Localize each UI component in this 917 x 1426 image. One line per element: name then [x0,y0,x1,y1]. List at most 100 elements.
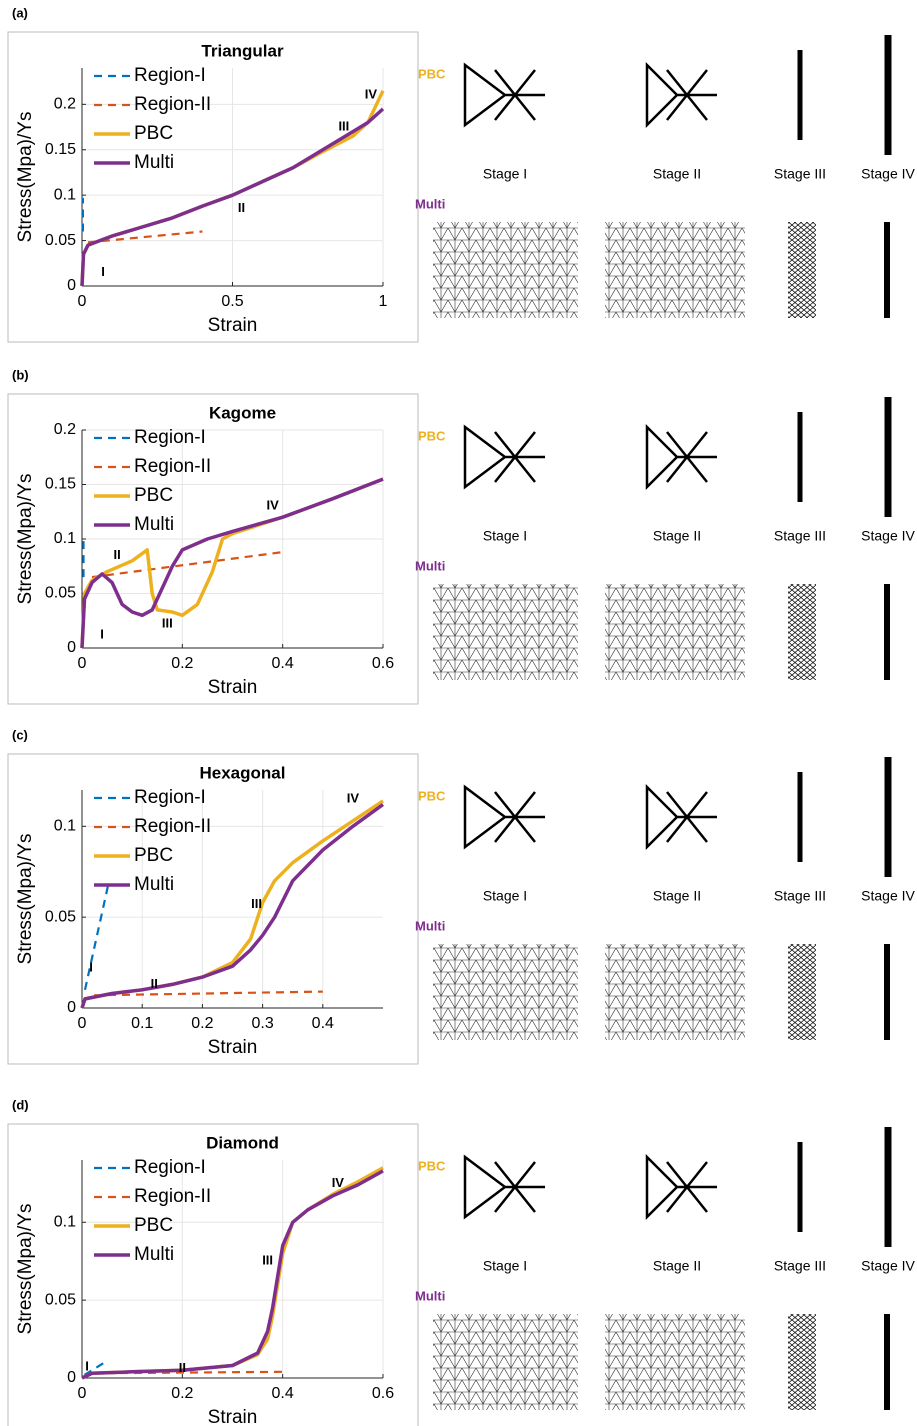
legend-label: Multi [134,1244,174,1265]
lattice [605,584,745,680]
y-tick-label: 0.2 [54,96,76,113]
y-tick-label: 0 [67,277,76,294]
stage-label: Stage I [483,1258,527,1274]
annotation: II [238,200,245,215]
row-label: PBC [418,66,446,81]
y-tick-label: 0 [67,999,76,1016]
lattice [788,944,816,1040]
figure: (a)00.050.10.150.200.51TriangularStrainS… [0,0,917,1426]
lattice [605,1314,745,1410]
y-axis-label: Stress(Mpa)/Ys [15,112,36,243]
panel-frame [8,394,418,704]
lattice [884,222,890,318]
stage-label: Stage II [653,888,701,904]
series-line [82,1168,383,1378]
annotation: IV [347,791,360,806]
lattice [433,944,578,1040]
page: {"chart_data": [ {"type": "line", "panel… [0,0,917,1426]
x-tick-label: 0.6 [372,1385,394,1402]
chart-title: Diamond [206,1133,279,1152]
lattice [884,1314,890,1410]
unit-cell [647,65,717,125]
series-line [82,479,383,648]
legend-label: Region-I [134,65,206,86]
lattice [433,1314,578,1410]
lattice [884,584,890,680]
y-tick-label: 0.15 [45,476,76,493]
chart-title: Kagome [209,403,276,422]
legend-label: Region-II [134,816,211,837]
lattice [788,222,816,318]
legend-label: Multi [134,152,174,173]
y-tick-label: 0.05 [45,232,76,249]
stage-label: Stage II [653,1258,701,1274]
x-axis-label: Strain [208,315,258,336]
panel-label: (d) [12,1097,29,1112]
legend-label: Region-I [134,427,206,448]
stage-label: Stage I [483,528,527,544]
stage-label: Stage IV [861,1258,915,1274]
x-tick-label: 0.5 [221,293,243,310]
x-axis-label: Strain [208,1407,258,1426]
y-tick-label: 0 [67,1369,76,1386]
row-label: Multi [415,1288,445,1303]
annotation: III [251,896,262,911]
legend-label: Region-I [134,787,206,808]
unit-cell [647,427,717,487]
annotation: IV [332,1175,345,1190]
y-axis-label: Stress(Mpa)/Ys [15,1204,36,1335]
x-tick-label: 0.1 [131,1015,153,1032]
annotation: IV [266,498,279,513]
x-tick-label: 0 [78,293,87,310]
stage-label: Stage II [653,166,701,182]
x-tick-label: 0.4 [312,1015,334,1032]
annotation: I [85,1359,89,1374]
panel-label: (b) [12,367,29,382]
x-tick-label: 0 [78,655,87,672]
series-line [82,805,383,1009]
stage-label: Stage IV [861,888,915,904]
legend-label: PBC [134,123,173,144]
y-tick-label: 0.1 [54,530,76,547]
chart-title: Hexagonal [200,763,286,782]
x-tick-label: 0.3 [251,1015,273,1032]
y-tick-label: 0.1 [54,186,76,203]
stage-label: Stage III [774,888,826,904]
stage-label: Stage IV [861,528,915,544]
x-tick-label: 0.2 [171,1385,193,1402]
y-tick-label: 0.15 [45,141,76,158]
stage-label: Stage III [774,528,826,544]
x-tick-label: 0 [78,1015,87,1032]
panel-label: (a) [12,5,28,20]
y-tick-label: 0.05 [45,585,76,602]
stage-label: Stage II [653,528,701,544]
legend-label: Region-II [134,1186,211,1207]
y-tick-label: 0.2 [54,421,76,438]
lattice [788,1314,816,1410]
unit-cell [465,65,545,125]
unit-cell [647,1157,717,1217]
legend-label: PBC [134,845,173,866]
legend-label: Multi [134,514,174,535]
panel-label: (c) [12,727,28,742]
annotation: III [162,615,173,630]
unit-cell [465,427,545,487]
stage-label: Stage III [774,1258,826,1274]
x-tick-label: 0.2 [171,655,193,672]
annotation: II [179,1360,186,1375]
annotation: II [151,976,158,991]
y-tick-label: 0.05 [45,908,76,925]
stage-label: Stage I [483,888,527,904]
y-tick-label: 0.1 [54,1214,76,1231]
row-label: Multi [415,918,445,933]
annotation: IV [365,87,378,102]
legend-label: PBC [134,1215,173,1236]
x-tick-label: 1 [379,293,388,310]
unit-cell [647,787,717,847]
x-tick-label: 0.2 [191,1015,213,1032]
series-line [82,1171,383,1378]
annotation: III [338,118,349,133]
x-tick-label: 0.4 [272,655,294,672]
lattice [884,944,890,1040]
legend-label: Multi [134,874,174,895]
